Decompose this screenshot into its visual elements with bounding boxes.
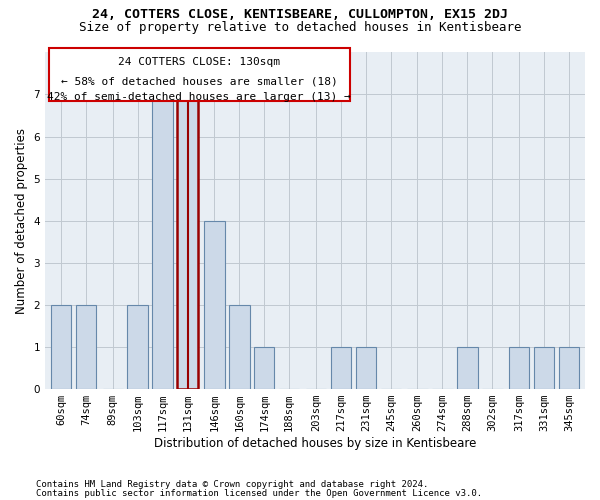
Bar bbox=[254, 347, 274, 389]
Bar bbox=[509, 347, 529, 389]
Text: Contains public sector information licensed under the Open Government Licence v3: Contains public sector information licen… bbox=[36, 488, 482, 498]
Bar bbox=[534, 347, 554, 389]
Text: 24, COTTERS CLOSE, KENTISBEARE, CULLOMPTON, EX15 2DJ: 24, COTTERS CLOSE, KENTISBEARE, CULLOMPT… bbox=[92, 8, 508, 20]
Bar bbox=[331, 347, 351, 389]
Bar bbox=[457, 347, 478, 389]
Bar bbox=[229, 305, 250, 389]
Bar bbox=[51, 305, 71, 389]
Bar bbox=[152, 94, 173, 389]
Bar bbox=[356, 347, 376, 389]
Bar bbox=[76, 305, 96, 389]
Text: 24 COTTERS CLOSE: 130sqm: 24 COTTERS CLOSE: 130sqm bbox=[118, 58, 280, 68]
Text: 42% of semi-detached houses are larger (13) →: 42% of semi-detached houses are larger (… bbox=[47, 92, 351, 102]
Bar bbox=[178, 94, 198, 389]
Text: Contains HM Land Registry data © Crown copyright and database right 2024.: Contains HM Land Registry data © Crown c… bbox=[36, 480, 428, 489]
FancyBboxPatch shape bbox=[49, 48, 350, 100]
Bar bbox=[204, 220, 224, 389]
Text: ← 58% of detached houses are smaller (18): ← 58% of detached houses are smaller (18… bbox=[61, 76, 338, 86]
Text: Size of property relative to detached houses in Kentisbeare: Size of property relative to detached ho… bbox=[79, 21, 521, 34]
Bar bbox=[559, 347, 579, 389]
Bar bbox=[127, 305, 148, 389]
X-axis label: Distribution of detached houses by size in Kentisbeare: Distribution of detached houses by size … bbox=[154, 437, 476, 450]
Y-axis label: Number of detached properties: Number of detached properties bbox=[15, 128, 28, 314]
